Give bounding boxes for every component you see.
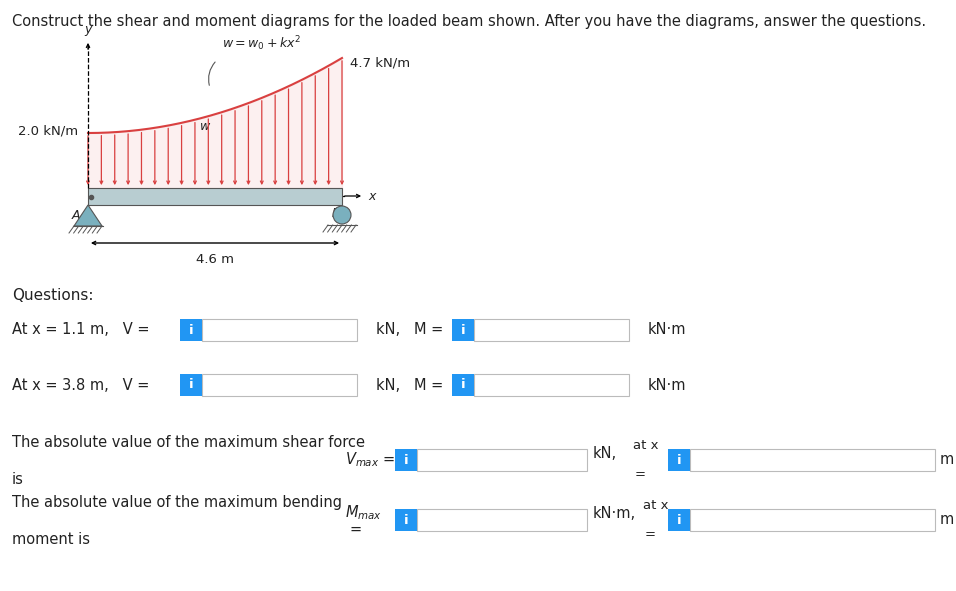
Text: At x = 1.1 m,   V =: At x = 1.1 m, V =	[12, 323, 149, 337]
Text: i: i	[677, 514, 682, 527]
FancyBboxPatch shape	[417, 449, 587, 471]
FancyBboxPatch shape	[395, 509, 417, 531]
FancyBboxPatch shape	[474, 374, 629, 396]
FancyBboxPatch shape	[452, 319, 474, 341]
Text: i: i	[403, 453, 408, 466]
FancyBboxPatch shape	[474, 319, 629, 341]
FancyBboxPatch shape	[452, 374, 474, 396]
FancyBboxPatch shape	[417, 509, 587, 531]
Text: at x: at x	[633, 439, 659, 452]
Text: kN·m: kN·m	[648, 378, 686, 392]
FancyBboxPatch shape	[180, 374, 202, 396]
Text: A: A	[72, 209, 80, 222]
Text: Construct the shear and moment diagrams for the loaded beam shown. After you hav: Construct the shear and moment diagrams …	[12, 14, 926, 29]
Text: The absolute value of the maximum bending: The absolute value of the maximum bendin…	[12, 495, 342, 510]
Text: i: i	[188, 378, 193, 391]
Text: x: x	[368, 190, 376, 203]
Text: m: m	[940, 512, 954, 528]
Text: kN,   M =: kN, M =	[376, 378, 444, 392]
Text: 4.6 m: 4.6 m	[196, 253, 234, 266]
FancyBboxPatch shape	[202, 374, 357, 396]
Text: i: i	[188, 323, 193, 336]
FancyBboxPatch shape	[202, 319, 357, 341]
FancyBboxPatch shape	[668, 509, 690, 531]
Text: Questions:: Questions:	[12, 288, 94, 303]
Text: i: i	[461, 378, 466, 391]
Text: w: w	[200, 119, 210, 132]
Text: =: =	[635, 468, 646, 481]
Text: The absolute value of the maximum shear force: The absolute value of the maximum shear …	[12, 435, 365, 450]
Text: kN·m,: kN·m,	[593, 506, 636, 521]
Text: kN·m: kN·m	[648, 323, 686, 337]
Text: At x = 3.8 m,   V =: At x = 3.8 m, V =	[12, 378, 149, 392]
Polygon shape	[74, 205, 102, 226]
Text: =: =	[350, 521, 362, 537]
Text: y: y	[84, 23, 92, 36]
Text: at x: at x	[643, 499, 668, 512]
Text: kN,   M =: kN, M =	[376, 323, 444, 337]
FancyBboxPatch shape	[690, 509, 935, 531]
Text: 4.7 kN/m: 4.7 kN/m	[350, 57, 410, 70]
Text: i: i	[677, 453, 682, 466]
Text: i: i	[403, 514, 408, 527]
Text: 2.0 kN/m: 2.0 kN/m	[18, 125, 78, 138]
Text: i: i	[461, 323, 466, 336]
FancyBboxPatch shape	[395, 449, 417, 471]
Text: B: B	[332, 207, 340, 220]
FancyBboxPatch shape	[668, 449, 690, 471]
Bar	[88, 188, 342, 205]
FancyBboxPatch shape	[180, 319, 202, 341]
Text: $w = w_0 + kx^2$: $w = w_0 + kx^2$	[222, 34, 301, 53]
Text: =: =	[645, 528, 656, 541]
Text: $V_{max}$ =: $V_{max}$ =	[345, 451, 395, 469]
Text: kN,: kN,	[593, 446, 618, 462]
Text: $M_{max}$: $M_{max}$	[345, 504, 382, 522]
Text: moment is: moment is	[12, 532, 90, 547]
Text: m: m	[940, 453, 954, 467]
Text: is: is	[12, 472, 24, 487]
Circle shape	[333, 206, 351, 224]
FancyBboxPatch shape	[690, 449, 935, 471]
